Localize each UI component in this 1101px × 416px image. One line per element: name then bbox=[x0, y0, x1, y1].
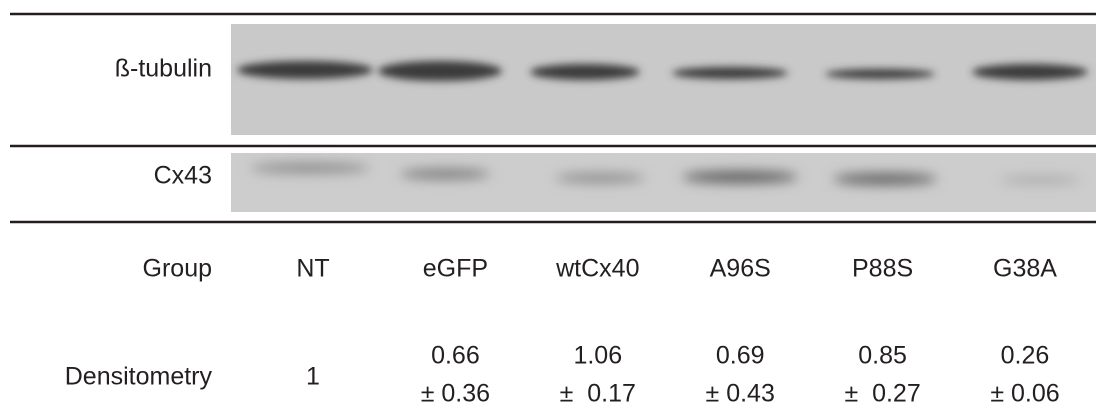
densitometry-value: 1 bbox=[306, 363, 320, 391]
group-name: G38A bbox=[993, 255, 1057, 283]
table-columns: NT 1 eGFP 0.66 ± 0.36 wtCx40 1.06 ± 0.17 A96S 0.6… bbox=[296, 255, 1059, 408]
group-name: eGFP bbox=[423, 255, 488, 283]
densitometry-value: ± 0.17 bbox=[560, 380, 636, 408]
densitometry-value: 0.66 bbox=[431, 342, 480, 370]
densitometry-value: 1.06 bbox=[573, 342, 622, 370]
group-name: NT bbox=[296, 255, 329, 283]
densitometry-value: ± 0.27 bbox=[844, 380, 920, 408]
densitometry-value: 0.85 bbox=[858, 342, 907, 370]
group-name: A96S bbox=[710, 255, 771, 283]
blot-label: ß-tubulin bbox=[115, 55, 212, 83]
densitometry-value: 0.69 bbox=[716, 342, 765, 370]
group-name: P88S bbox=[852, 255, 913, 283]
densitometry-value: ± 0.43 bbox=[706, 380, 775, 408]
densitometry-value: 0.26 bbox=[1001, 342, 1050, 370]
figure: ß-tubulin Cx43 Group Densitometry NT 1 eGF… bbox=[0, 0, 1101, 416]
row-label: Group bbox=[143, 255, 212, 283]
blot-label: Cx43 bbox=[154, 162, 212, 190]
group-name: wtCx40 bbox=[555, 255, 639, 283]
tubulin-blot bbox=[231, 24, 1096, 135]
densitometry-value: ± 0.36 bbox=[421, 380, 490, 408]
cx43-blot bbox=[231, 153, 1096, 212]
row-label: Densitometry bbox=[65, 363, 213, 391]
densitometry-value: ± 0.06 bbox=[990, 380, 1059, 408]
